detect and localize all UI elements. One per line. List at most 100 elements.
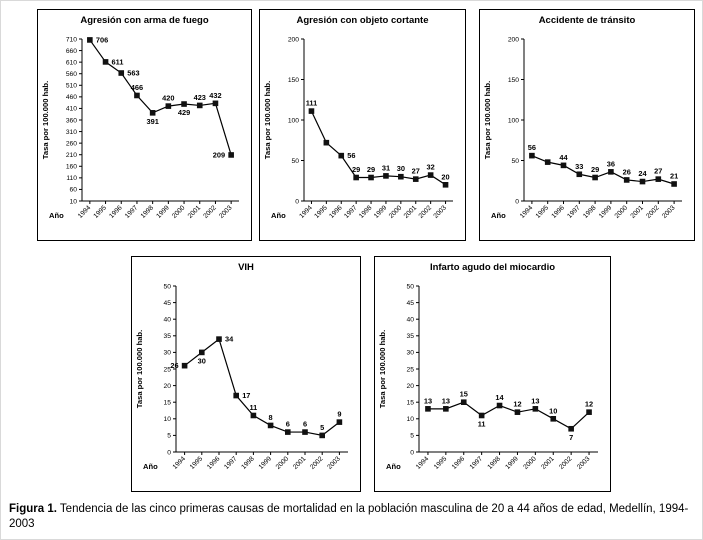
svg-text:44: 44 <box>559 153 568 162</box>
svg-text:510: 510 <box>66 83 77 90</box>
svg-text:611: 611 <box>112 57 124 66</box>
line-chart-accidente-transito: 0 50 100 150 200 1994 1995 1996 1997 1998 1999 2000… <box>483 36 682 220</box>
svg-text:20: 20 <box>164 383 172 390</box>
line-chart-infarto-miocardio: 0 5 10 15 20 25 30 35 40 45 50 1994 1995 1996 1997 1998… <box>378 283 598 471</box>
svg-text:20: 20 <box>407 383 415 390</box>
svg-text:1998: 1998 <box>486 455 502 471</box>
svg-text:30: 30 <box>407 350 415 357</box>
svg-text:33: 33 <box>575 162 583 171</box>
svg-text:563: 563 <box>127 69 139 78</box>
svg-text:13: 13 <box>531 396 539 405</box>
svg-text:25: 25 <box>164 366 172 373</box>
svg-text:29: 29 <box>367 165 375 174</box>
svg-text:Tasa por 100.000 hab.: Tasa por 100.000 hab. <box>41 81 50 159</box>
svg-text:200: 200 <box>508 36 519 43</box>
svg-text:9: 9 <box>337 410 341 419</box>
svg-text:8: 8 <box>269 413 273 422</box>
svg-text:36: 36 <box>607 159 615 168</box>
svg-text:391: 391 <box>146 117 158 126</box>
svg-text:12: 12 <box>585 400 593 409</box>
svg-text:45: 45 <box>164 300 172 307</box>
svg-text:10: 10 <box>407 416 415 423</box>
line-chart-agresion-objeto-cortante: 0 50 100 150 200 1994 1995 1996 1997 1998 1999 2000… <box>263 36 453 220</box>
svg-text:27: 27 <box>412 167 420 176</box>
svg-text:50: 50 <box>164 283 172 290</box>
svg-text:0: 0 <box>167 449 171 456</box>
svg-text:1999: 1999 <box>504 455 520 471</box>
svg-text:11: 11 <box>249 403 257 412</box>
svg-text:360: 360 <box>66 117 77 124</box>
svg-text:2003: 2003 <box>218 204 234 220</box>
svg-text:5: 5 <box>410 433 414 440</box>
svg-text:17: 17 <box>242 391 250 400</box>
svg-text:1996: 1996 <box>328 204 344 220</box>
svg-text:2001: 2001 <box>403 204 419 220</box>
svg-text:1998: 1998 <box>240 455 256 471</box>
svg-text:2000: 2000 <box>275 455 291 471</box>
svg-text:2002: 2002 <box>202 204 218 220</box>
svg-text:1994: 1994 <box>298 204 314 220</box>
svg-text:1995: 1995 <box>92 204 108 220</box>
svg-text:6: 6 <box>303 420 307 429</box>
svg-text:660: 660 <box>66 48 77 55</box>
svg-text:10: 10 <box>549 406 557 415</box>
svg-text:Tasa por 100.000 hab.: Tasa por 100.000 hab. <box>135 330 144 408</box>
svg-text:15: 15 <box>407 400 415 407</box>
svg-text:110: 110 <box>66 175 77 182</box>
svg-text:160: 160 <box>66 164 77 171</box>
svg-text:1995: 1995 <box>433 455 449 471</box>
chart-title: Agresión con objeto cortante <box>296 15 429 26</box>
svg-text:2002: 2002 <box>645 204 661 220</box>
svg-text:40: 40 <box>407 317 415 324</box>
svg-text:100: 100 <box>508 117 519 124</box>
svg-text:56: 56 <box>528 143 536 152</box>
svg-text:150: 150 <box>288 77 299 84</box>
svg-text:27: 27 <box>654 167 662 176</box>
svg-text:1994: 1994 <box>519 204 535 220</box>
svg-text:706: 706 <box>96 35 108 44</box>
svg-text:50: 50 <box>407 283 415 290</box>
svg-text:31: 31 <box>382 163 390 172</box>
chart-panel-agresion-objeto-cortante: Agresión con objeto cortante 0 50 100 150 20… <box>259 9 466 241</box>
svg-text:15: 15 <box>460 390 468 399</box>
svg-text:50: 50 <box>512 158 520 165</box>
svg-text:150: 150 <box>508 77 519 84</box>
svg-text:460: 460 <box>66 94 77 101</box>
line-chart-vih: 0 5 10 15 20 25 30 35 40 45 50 1994 1995 1996 1997 1998… <box>135 283 348 471</box>
svg-text:30: 30 <box>397 164 405 173</box>
chart-panel-accidente-transito: Accidente de tránsito 0 50 100 150 200 1994 19… <box>479 9 695 241</box>
svg-text:1994: 1994 <box>172 455 188 471</box>
svg-text:1998: 1998 <box>140 204 156 220</box>
svg-text:2000: 2000 <box>522 455 538 471</box>
svg-text:Año: Año <box>143 462 158 471</box>
svg-text:2001: 2001 <box>187 204 203 220</box>
svg-text:0: 0 <box>410 449 414 456</box>
svg-text:466: 466 <box>131 83 143 92</box>
svg-text:35: 35 <box>164 333 172 340</box>
svg-text:Año: Año <box>491 211 506 220</box>
svg-text:260: 260 <box>66 140 77 147</box>
svg-text:26: 26 <box>170 361 178 370</box>
chart-title: VIH <box>238 262 254 273</box>
svg-text:30: 30 <box>164 350 172 357</box>
svg-text:15: 15 <box>164 400 172 407</box>
chart-title: Infarto agudo del miocardio <box>429 262 556 273</box>
svg-text:432: 432 <box>209 91 221 100</box>
svg-text:Año: Año <box>49 211 64 220</box>
svg-text:2001: 2001 <box>292 455 308 471</box>
chart-title: Accidente de tránsito <box>538 15 636 26</box>
svg-text:25: 25 <box>407 366 415 373</box>
svg-text:2002: 2002 <box>558 455 574 471</box>
svg-text:32: 32 <box>427 163 435 172</box>
svg-text:610: 610 <box>66 59 77 66</box>
chart-panel-vih: VIH 0 5 10 15 20 25 30 35 40 45 50 1994 1995 1996 1997… <box>131 256 361 492</box>
svg-text:0: 0 <box>515 198 519 205</box>
svg-text:209: 209 <box>213 150 225 159</box>
svg-text:1999: 1999 <box>258 455 274 471</box>
svg-text:5: 5 <box>167 433 171 440</box>
svg-text:2003: 2003 <box>661 204 677 220</box>
svg-text:1996: 1996 <box>550 204 566 220</box>
svg-text:2001: 2001 <box>629 204 645 220</box>
svg-text:34: 34 <box>225 335 234 344</box>
